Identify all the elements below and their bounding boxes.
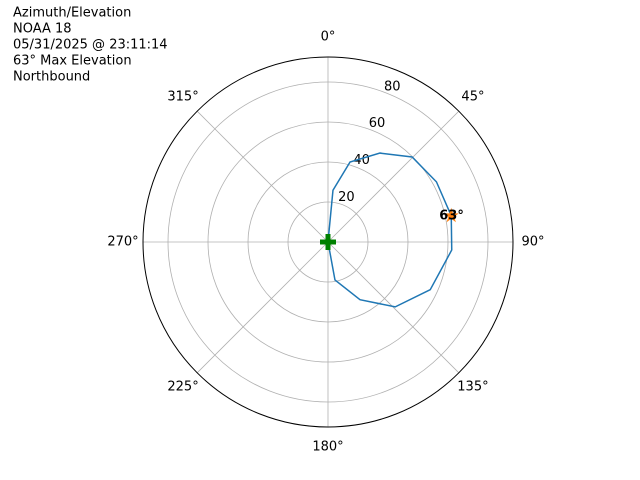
grid-spoke <box>327 110 460 243</box>
angle-label: 135° <box>457 379 488 394</box>
max-label: 63° <box>439 208 464 223</box>
title-line: 63° Max Elevation <box>13 54 132 69</box>
start-marker <box>320 234 336 250</box>
title-line: Azimuth/Elevation <box>13 6 131 21</box>
grid-spoke <box>327 241 460 374</box>
r-tick-label: 60 <box>369 116 386 131</box>
angle-label: 180° <box>312 440 343 455</box>
title-line: NOAA 18 <box>13 22 72 37</box>
grid-ring <box>287 201 369 283</box>
grid-spoke <box>196 241 329 374</box>
grid-ring <box>167 81 489 403</box>
pass-track <box>327 152 453 308</box>
angle-label: 0° <box>321 30 336 45</box>
angle-label: 270° <box>107 235 138 250</box>
title-line: Northbound <box>13 70 90 85</box>
max-marker <box>443 207 459 223</box>
grid-ring <box>207 121 449 363</box>
polar-frame <box>142 56 514 428</box>
angle-label: 315° <box>167 90 198 105</box>
r-tick-label: 80 <box>384 79 401 94</box>
angle-label: 90° <box>521 235 544 250</box>
grid-ring <box>247 161 409 323</box>
grid-spoke <box>196 110 329 243</box>
angle-label: 225° <box>167 379 198 394</box>
title-line: 05/31/2025 @ 23:11:14 <box>13 38 168 53</box>
r-tick-label: 20 <box>338 190 355 205</box>
angle-label: 45° <box>461 90 484 105</box>
